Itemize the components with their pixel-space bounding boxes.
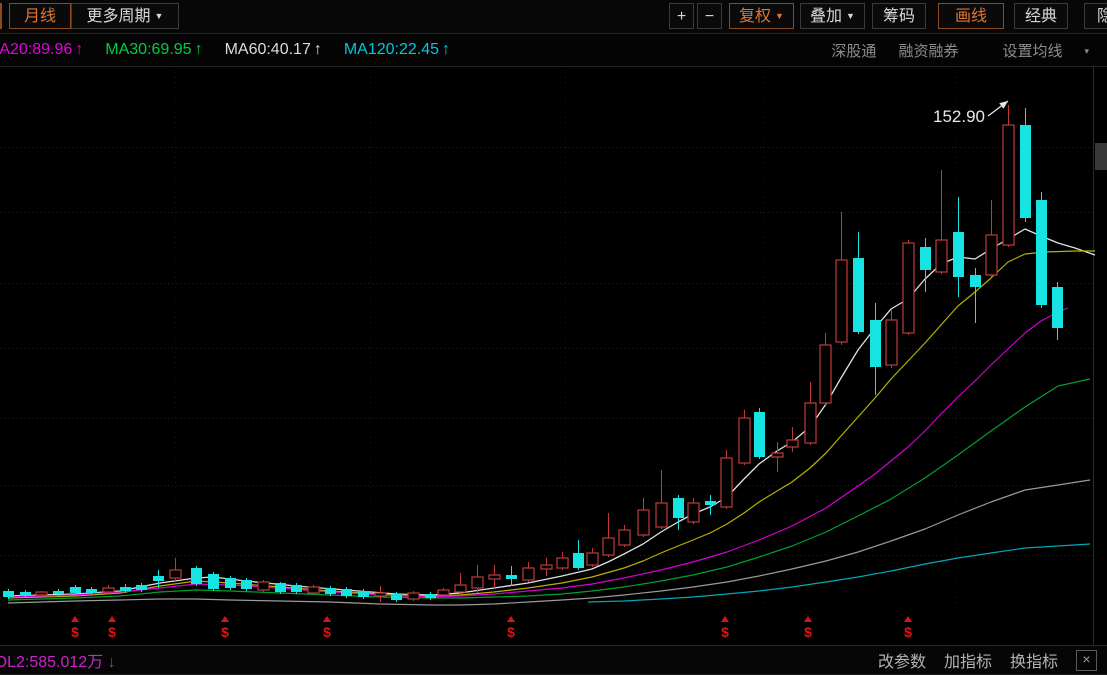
- chevron-down-icon: ▼: [775, 11, 784, 21]
- up-arrow-icon: ↑: [442, 41, 451, 58]
- close-icon[interactable]: ×: [1076, 649, 1097, 671]
- more-periods-dropdown[interactable]: 更多周期 ▼: [71, 3, 179, 29]
- svg-text:$: $: [108, 624, 116, 640]
- volume-indicator-value: VOL2:585.012万 ↓: [0, 654, 116, 671]
- svg-text:$: $: [221, 624, 229, 640]
- ma60-value: MA60:40.17 ↑: [224, 41, 322, 58]
- classic-style-button[interactable]: 经典: [1014, 3, 1068, 29]
- adjust-price-dropdown[interactable]: 复权 ▼: [729, 3, 794, 29]
- up-arrow-icon: ↑: [313, 41, 322, 58]
- svg-text:$: $: [507, 624, 515, 640]
- chevron-down-icon: ▼: [154, 11, 164, 21]
- change-params-button[interactable]: 改参数: [877, 654, 926, 671]
- add-indicator-button[interactable]: 加指标: [943, 654, 992, 671]
- svg-text:$: $: [721, 624, 729, 640]
- zoom-in-button[interactable]: +: [669, 3, 694, 29]
- svg-text:$: $: [804, 624, 812, 640]
- ma20-value: MA20:89.96↑: [0, 41, 84, 58]
- zoom-out-button[interactable]: −: [697, 3, 722, 29]
- clipped-button-edge: [0, 3, 2, 29]
- up-arrow-icon: ↑: [75, 41, 84, 58]
- chevron-down-icon: ▾: [1084, 45, 1089, 56]
- svg-text:152.90: 152.90: [933, 107, 985, 126]
- chevron-down-icon: ▼: [846, 11, 855, 21]
- switch-indicator-button[interactable]: 换指标: [1009, 654, 1058, 671]
- indicator-bottom-bar: VOL2:585.012万 ↓ 改参数 加指标 换指标 ×: [0, 645, 1107, 674]
- ma120-value: MA120:22.45 ↑: [343, 41, 451, 58]
- chips-button[interactable]: 筹码: [872, 3, 926, 29]
- overlay-dropdown[interactable]: 叠加 ▼: [800, 3, 865, 29]
- down-arrow-icon: ↓: [107, 654, 116, 671]
- svg-text:$: $: [323, 624, 331, 640]
- margin-trading-link[interactable]: 融资融券: [898, 42, 959, 60]
- szse-connect-link[interactable]: 深股通: [831, 42, 877, 60]
- tab-monthly-period[interactable]: 月线: [9, 3, 71, 29]
- ma-legend: MA20:89.96↑ MA30:69.95↑ MA60:40.17↑ MA12…: [0, 41, 472, 59]
- hide-button[interactable]: 隐藏: [1084, 3, 1107, 29]
- up-arrow-icon: ↑: [194, 41, 203, 58]
- ma30-value: MA30:69.95 ↑: [105, 41, 203, 58]
- ma-settings-dropdown[interactable]: 设置均线 ▾: [1002, 42, 1089, 60]
- svg-text:$: $: [71, 624, 79, 640]
- indicator-legend-bar: MA20:89.96↑ MA30:69.95↑ MA60:40.17↑ MA12…: [0, 34, 1107, 67]
- top-toolbar: 月线 更多周期▼ + − 复权▼ 叠加▼ 筹码 画线 经典 隐藏: [0, 0, 1107, 34]
- svg-text:$: $: [904, 624, 912, 640]
- draw-line-button[interactable]: 画线: [938, 3, 1004, 29]
